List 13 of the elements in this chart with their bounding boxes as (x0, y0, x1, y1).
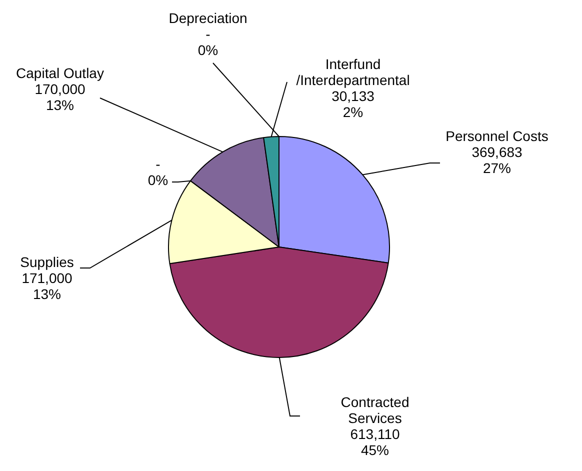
slice-label: Personnel Costs (446, 128, 548, 144)
data-label: 171,000 13% (22, 270, 73, 302)
data-label: 613,110 45% (350, 426, 400, 458)
text: - 0% (198, 26, 218, 58)
data-label: 170,000 13% (34, 80, 86, 113)
data-label: 30,133 2% (332, 88, 375, 120)
slice-label: Capital Outlay (16, 64, 104, 81)
data-label: 369,683 27% (472, 144, 523, 176)
slice-label: Supplies (20, 254, 74, 270)
category-label: Depreciation (168, 10, 248, 26)
slice-label: Contracted Services (340, 394, 410, 426)
text: - 0% (148, 156, 168, 188)
slice-label: Interfund /Interdepartmental (296, 56, 410, 88)
